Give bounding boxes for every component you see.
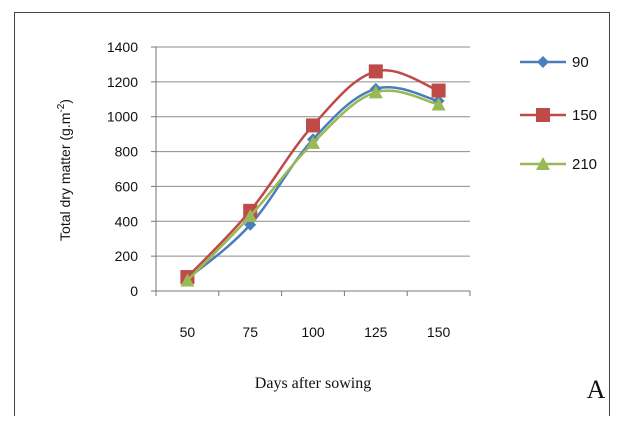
chart-frame xyxy=(14,12,610,416)
legend-item-210: 210 xyxy=(520,156,597,173)
y-tick-label: 400 xyxy=(115,213,139,229)
axes xyxy=(151,46,471,296)
y-tick-label: 600 xyxy=(115,178,139,194)
y-tick-label: 1400 xyxy=(107,39,138,55)
x-axis-label: Days after sowing xyxy=(255,375,371,392)
legend-label: 210 xyxy=(572,156,597,173)
y-tick-label: 1000 xyxy=(107,109,138,125)
legend-marker xyxy=(536,157,550,170)
x-tick-label: 100 xyxy=(301,324,325,340)
data-point-210 xyxy=(243,209,258,223)
x-tick-label: 150 xyxy=(427,324,451,340)
y-tick-label: 1200 xyxy=(107,74,138,90)
grid-lines xyxy=(156,46,470,257)
data-point-150 xyxy=(368,64,383,79)
legend-label: 150 xyxy=(572,107,597,124)
legend-item-90: 90 xyxy=(520,54,589,71)
series-210 xyxy=(180,85,446,287)
series-lines xyxy=(180,64,446,287)
legend-label: 90 xyxy=(572,54,589,71)
data-point-210 xyxy=(306,135,320,149)
data-point-210 xyxy=(431,97,446,111)
y-axis-label-main: Total dry matter (g.m xyxy=(57,113,73,241)
series-line-90 xyxy=(186,86,439,280)
panel-label: A xyxy=(587,375,606,404)
x-tick-labels: 50 75 100 125 150 xyxy=(180,324,451,340)
x-tick-label: 125 xyxy=(364,324,388,340)
y-tick-label: 800 xyxy=(115,144,139,160)
legend: 90 150 210 xyxy=(520,54,597,173)
data-point-150 xyxy=(306,118,320,133)
series-90 xyxy=(181,82,445,285)
y-axis-label: Total dry matter (g.m-2) xyxy=(56,99,73,241)
data-point-210 xyxy=(368,85,383,99)
legend-marker xyxy=(536,108,550,122)
y-tick-label: 0 xyxy=(130,283,138,299)
y-axis-label-superscript: -2 xyxy=(56,103,67,112)
series-line-150 xyxy=(186,69,440,278)
legend-item-150: 150 xyxy=(520,107,597,124)
data-point-210 xyxy=(180,273,195,287)
series-150 xyxy=(180,64,446,285)
legend-marker xyxy=(537,56,549,68)
y-tick-label: 200 xyxy=(115,248,139,264)
x-tick-label: 50 xyxy=(180,324,196,340)
y-axis-label-close: ) xyxy=(57,99,73,104)
data-point-150 xyxy=(431,83,446,98)
x-tick-label: 75 xyxy=(242,324,258,340)
y-tick-labels: 0 200 400 600 800 1000 1200 1400 xyxy=(107,39,138,299)
